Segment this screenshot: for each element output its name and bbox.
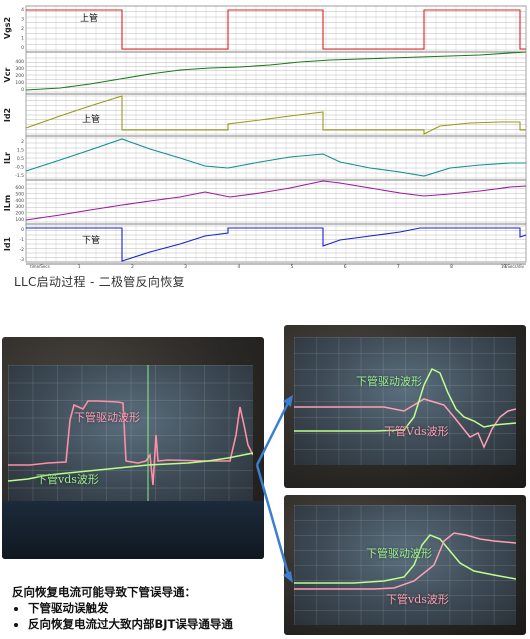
scope-traces-bottom-right bbox=[294, 532, 516, 590]
channel-label: Id1 bbox=[3, 236, 12, 251]
simulation-waveform-panel: Vgs243210Vcr4003002001000Id2ILr21.50.5-0… bbox=[3, 5, 527, 268]
drive-waveform-label: 下管驱动波形 bbox=[366, 547, 432, 560]
waveform-labels: Vgs243210Vcr4003002001000Id2ILr21.50.5-0… bbox=[3, 7, 525, 268]
tick-label: 500 bbox=[15, 191, 24, 197]
channel-label: Vgs2 bbox=[3, 17, 12, 39]
scope-screen-top-right: 下管驱动波形 下管Vds波形 bbox=[294, 337, 516, 465]
tick-label: 3 bbox=[21, 17, 24, 23]
channel-label: Vcr bbox=[3, 68, 12, 83]
explanation-notes: 反向恢复电流可能导致下管误导通： 下管驱动误触发 反向恢复电流过大致内部BJT误… bbox=[12, 584, 233, 632]
bottom-switch-annotation: 下管 bbox=[82, 234, 100, 246]
scope-status-bar bbox=[2, 501, 264, 559]
figure-caption: LLC启动过程 - 二极管反向恢复 bbox=[14, 275, 185, 289]
arrow-to-bottom-right bbox=[255, 464, 291, 578]
notes-bullet: 反向恢复电流过大致内部BJT误导通导通 bbox=[28, 616, 233, 632]
tick-label: 300 bbox=[15, 66, 24, 72]
waveform-grid bbox=[25, 5, 527, 265]
ilr-trace bbox=[25, 138, 526, 177]
tick-label: 0 bbox=[21, 45, 24, 51]
scope-screen-main: 下管驱动波形 下管vds波形 bbox=[8, 365, 253, 505]
tick-label: 100 bbox=[15, 217, 24, 223]
channel-label: ILm bbox=[3, 195, 12, 211]
vds-waveform-label: 下管vds波形 bbox=[36, 473, 99, 486]
tick-label: -0.5 bbox=[15, 165, 24, 171]
scope-photo-main: 下管驱动波形 下管vds波形 bbox=[2, 337, 264, 559]
tick-label: -1.5 bbox=[15, 173, 24, 179]
id1-trace bbox=[26, 227, 527, 262]
tick-label: 400 bbox=[15, 59, 24, 65]
tick-label: 0.5 bbox=[17, 156, 24, 162]
id2-trace bbox=[25, 95, 526, 135]
tick-label: 100 bbox=[15, 80, 24, 86]
arrow-to-top-right bbox=[255, 400, 291, 466]
notes-list: 下管驱动误触发 反向恢复电流过大致内部BJT误导通导通 bbox=[12, 600, 233, 632]
drive-trace bbox=[8, 400, 253, 486]
x-tick-label: 1 bbox=[78, 264, 81, 268]
vds-trace bbox=[294, 532, 516, 590]
vds-waveform-label: 下管vds波形 bbox=[386, 593, 449, 606]
ilm-trace bbox=[25, 180, 527, 221]
scope-screen-bottom-right: 下管驱动波形 下管vds波形 bbox=[294, 505, 516, 625]
x-tick-label: 2 bbox=[131, 264, 134, 268]
x-tick-label: 4 bbox=[237, 264, 240, 268]
tick-label: -3 bbox=[20, 257, 25, 263]
x-tick-label: 3 bbox=[184, 264, 187, 268]
tick-label: 0 bbox=[21, 87, 24, 93]
tick-label: 400 bbox=[15, 198, 24, 204]
scope-traces-top-right bbox=[294, 367, 516, 449]
tick-label: 2 bbox=[21, 139, 24, 145]
tick-label: 200 bbox=[15, 73, 24, 79]
vds-trace bbox=[8, 452, 253, 482]
tick-label: 1 bbox=[21, 36, 24, 42]
tick-label: -2 bbox=[20, 247, 25, 253]
notes-bullet: 下管驱动误触发 bbox=[28, 600, 233, 616]
tick-label: 0 bbox=[21, 227, 24, 233]
vds-trace bbox=[294, 367, 516, 432]
x-axis-left-label: time/Secs bbox=[30, 264, 50, 268]
vcr-trace bbox=[25, 51, 527, 91]
scope-photo-top-right: 下管驱动波形 下管Vds波形 bbox=[284, 325, 526, 488]
waveform-traces bbox=[25, 9, 527, 262]
top-switch-annotation: 上管 bbox=[80, 12, 98, 24]
channel-label: ILr bbox=[3, 152, 12, 164]
arrowhead-top-right bbox=[283, 395, 293, 407]
zoom-arrows bbox=[255, 395, 293, 583]
x-axis-right-label: 1.5Secs/div bbox=[501, 264, 525, 268]
tick-label: 4 bbox=[21, 7, 24, 13]
x-tick-label: 7 bbox=[397, 264, 400, 268]
drive-trace bbox=[294, 398, 516, 449]
x-tick-label: 8 bbox=[450, 264, 453, 268]
tick-label: 300 bbox=[15, 204, 24, 210]
tick-label: 1.5 bbox=[17, 148, 24, 154]
drive-waveform-label: 下管驱动波形 bbox=[74, 411, 140, 424]
scope-photo-bottom-right: 下管驱动波形 下管vds波形 bbox=[284, 495, 526, 635]
notes-heading: 反向恢复电流可能导致下管误导通： bbox=[12, 585, 196, 599]
scope-traces-main bbox=[8, 365, 253, 505]
vgs2-trace bbox=[26, 9, 526, 50]
vds-waveform-label: 下管Vds波形 bbox=[384, 425, 449, 438]
drive-waveform-label: 下管驱动波形 bbox=[356, 375, 422, 388]
tick-label: 2 bbox=[21, 26, 24, 32]
tick-label: 200 bbox=[15, 211, 24, 217]
x-tick-label: 9 bbox=[503, 264, 506, 268]
x-tick-label: 5 bbox=[291, 264, 294, 268]
drive-trace bbox=[294, 534, 516, 584]
tick-label: 600 bbox=[15, 185, 24, 191]
channel-label: Id2 bbox=[3, 108, 12, 122]
top-switch-annotation: 上管 bbox=[82, 113, 100, 125]
x-tick-label: 6 bbox=[344, 264, 347, 268]
arrowhead-bottom-right bbox=[283, 571, 293, 583]
tick-label: -1 bbox=[20, 237, 25, 243]
